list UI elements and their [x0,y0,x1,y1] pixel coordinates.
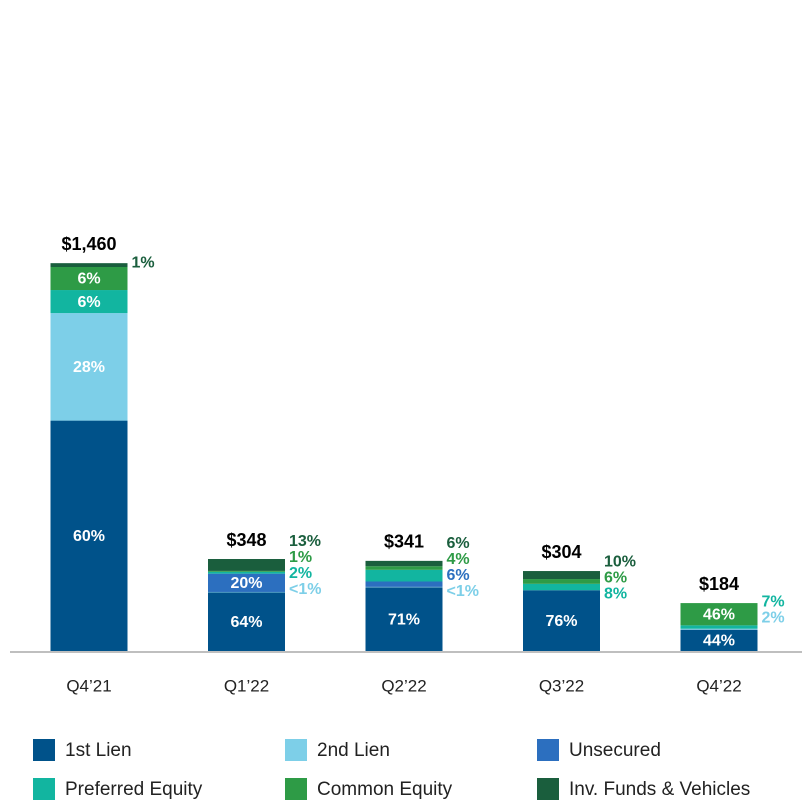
bar-segment [50,420,128,651]
segment-label: 6% [604,569,627,586]
segment-label: 76% [545,613,577,630]
bar-segment [50,290,128,314]
segment-label: 44% [703,633,735,650]
total-label: $348 [226,530,266,550]
segment-label: 6% [447,535,470,552]
segment-label: 28% [73,359,105,376]
bar-segment [50,313,128,421]
legend-label: 2nd Lien [317,740,390,761]
bar-segment [50,267,128,291]
x-tick-label: Q2’22 [381,676,426,695]
bar-segment [523,583,600,591]
segment-label: 60% [73,528,105,545]
bar-segment [365,581,443,587]
legend-swatch [537,739,559,761]
bar-segment [208,573,285,592]
bar-segment [680,625,758,629]
segment-label: 13% [289,533,321,550]
segment-label: 46% [703,606,735,623]
bar-segment [208,559,285,571]
legend-swatch [33,739,55,761]
legend-label: 1st Lien [65,740,132,761]
legend-swatch [33,778,55,800]
x-tick-label: Q1’22 [224,676,269,695]
legend-label: Unsecured [569,740,661,761]
legend-swatch [285,739,307,761]
bar-segment [208,570,285,572]
total-label: $304 [541,542,581,562]
segment-label: 6% [77,271,100,288]
bar-segment [365,560,443,567]
segment-label: 10% [604,553,636,570]
segment-label: 7% [762,593,785,610]
segment-label: 6% [77,294,100,311]
segment-label: 71% [388,611,420,628]
bar-segment [523,579,600,584]
total-label: $341 [384,532,424,552]
segment-label: 1% [132,254,155,271]
segment-label: 1% [289,549,312,566]
x-tick-label: Q4’21 [66,676,111,695]
segment-label: 2% [289,565,312,582]
segment-label: 2% [762,609,785,626]
segment-label: 20% [230,575,262,592]
segment-label: 8% [604,585,627,602]
segment-label: 64% [230,614,262,631]
x-tick-label: Q3’22 [539,676,584,695]
legend-label: Inv. Funds & Vehicles [569,779,750,800]
total-label: $184 [699,574,739,594]
bar-segment [680,628,758,630]
total-label: $1,460 [61,234,116,254]
segment-label: 6% [447,567,470,584]
bar-segment [208,592,285,651]
bar-segment [680,603,758,626]
bar-segment [365,569,443,582]
bar-segment [680,629,758,651]
bar-segment [208,571,285,574]
legend-swatch [285,778,307,800]
legend-label: Common Equity [317,779,453,800]
bar-segment [50,263,128,267]
segment-label: <1% [447,583,479,600]
bar-segment [523,590,600,651]
legend-label: Preferred Equity [65,779,203,800]
bar-segment [365,566,443,570]
x-tick-label: Q4’22 [696,676,741,695]
bar-segment [523,571,600,580]
bar-segment [365,587,443,651]
segment-label: <1% [289,581,321,598]
legend-swatch [537,778,559,800]
segment-label: 4% [447,551,470,568]
